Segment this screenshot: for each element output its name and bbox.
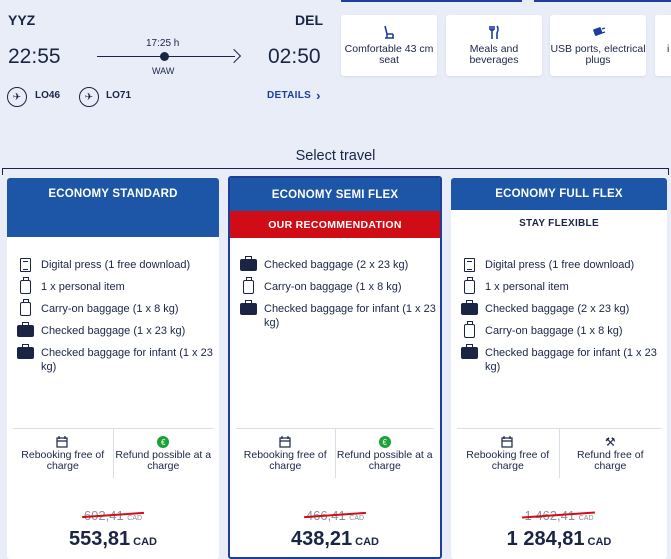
route-arrow-icon — [226, 48, 242, 64]
meals-icon — [488, 25, 500, 41]
old-price: 602,41 CAD — [7, 508, 219, 523]
list-item: Checked baggage for infant (1 x 23 kg) — [230, 300, 440, 330]
list-item: Carry-on baggage (1 x 8 kg) — [451, 321, 667, 338]
fare-price: 438,21 CAD — [290, 528, 379, 550]
fare-price: 553,81 CAD — [68, 528, 157, 550]
fare-price: 1 284,81 CAD — [506, 528, 612, 550]
details-label: DETAILS — [267, 90, 312, 101]
carry-on-icon — [463, 321, 475, 338]
checked-baggage-icon — [16, 322, 34, 337]
amenity-label: Comfortable 43 cm seat — [344, 43, 434, 66]
euro-icon: € — [157, 436, 170, 448]
carry-on-icon — [242, 277, 254, 294]
calendar-icon — [56, 434, 69, 450]
digital-press-icon — [19, 258, 31, 272]
calendar-icon — [501, 434, 514, 450]
infant-baggage-icon — [239, 300, 257, 315]
fare-card-economy-standard[interactable]: ECONOMY STANDARD Digital press (1 free d… — [7, 178, 219, 559]
fare-name: ECONOMY FULL FLEX — [451, 178, 667, 210]
personal-item-icon — [19, 277, 31, 294]
refund-condition: € Refund possible at a charge — [334, 429, 435, 478]
fare-card-economy-semi-flex[interactable]: ECONOMY SEMI FLEX OUR RECOMMENDATION Che… — [228, 176, 442, 559]
airline-logo-icon: ✈ — [79, 87, 99, 107]
fare-conditions: Rebooking free of charge € Refund possib… — [13, 428, 213, 478]
tab-indicator-right — [534, 0, 671, 2]
tab-indicator-left — [341, 0, 522, 2]
list-item: Checked baggage (2 x 23 kg) — [230, 256, 440, 272]
euro-icon: € — [378, 436, 391, 448]
amenity-meals: Meals and beverages — [446, 15, 542, 76]
carry-on-icon — [19, 299, 31, 316]
feature-list: Digital press (1 free download) 1 x pers… — [451, 258, 667, 382]
fare-card-economy-full-flex[interactable]: ECONOMY FULL FLEX STAY FLEXIBLE Digital … — [451, 178, 667, 559]
rebooking-condition: Rebooking free of charge — [236, 429, 335, 478]
list-item: 1 x personal item — [7, 277, 219, 294]
destination-code: DEL — [295, 12, 323, 28]
chevron-right-icon: › — [316, 87, 321, 103]
list-item: Carry-on baggage (1 x 8 kg) — [7, 299, 219, 316]
fare-conditions: Rebooking free of charge ⚒ Refund free o… — [457, 428, 661, 478]
old-price: 1 462,41 CAD — [451, 508, 667, 523]
refund-condition: € Refund possible at a charge — [112, 429, 214, 478]
segment-number: LO71 — [106, 90, 132, 101]
depart-time: 22:55 — [8, 45, 61, 68]
refund-condition: ⚒ Refund free of charge — [558, 429, 662, 478]
origin-code: YYZ — [8, 12, 36, 28]
list-item: Digital press (1 free download) — [7, 258, 219, 272]
list-item: Digital press (1 free download) — [451, 258, 667, 272]
gavel-icon: ⚒ — [604, 434, 616, 449]
checked-baggage-icon — [460, 300, 478, 315]
amenity-label: i — [667, 43, 670, 55]
fare-name: ECONOMY STANDARD — [7, 178, 219, 210]
fare-subtitle — [7, 210, 219, 237]
list-item: Carry-on baggage (1 x 8 kg) — [230, 277, 440, 294]
list-item: Checked baggage for infant (1 x 23 kg) — [7, 344, 219, 374]
recommendation-badge: OUR RECOMMENDATION — [230, 211, 440, 238]
stopover-code: WAW — [152, 66, 175, 76]
list-item: Checked baggage for infant (1 x 23 kg) — [451, 344, 667, 374]
old-price: 466,41 CAD — [230, 508, 440, 523]
feature-list: Checked baggage (2 x 23 kg) Carry-on bag… — [230, 256, 440, 338]
seat-icon — [383, 25, 395, 41]
rebooking-condition: Rebooking free of charge — [457, 429, 559, 478]
fare-name: ECONOMY SEMI FLEX — [230, 178, 440, 211]
segment-number: LO46 — [35, 90, 61, 101]
select-travel-heading: Select travel — [295, 148, 376, 164]
list-item: 1 x personal item — [451, 277, 667, 294]
infant-baggage-icon — [460, 344, 478, 359]
rebooking-condition: Rebooking free of charge — [13, 429, 113, 478]
digital-press-icon — [463, 258, 475, 272]
infant-baggage-icon — [16, 344, 34, 359]
amenity-usb: USB ports, electrical plugs — [550, 15, 646, 76]
stopover-dot — [160, 52, 169, 61]
usb-icon — [590, 25, 606, 41]
details-link[interactable]: DETAILS › — [267, 87, 321, 103]
fare-subtitle: STAY FLEXIBLE — [451, 210, 667, 237]
checked-baggage-icon — [239, 256, 257, 271]
list-item: Checked baggage (2 x 23 kg) — [451, 300, 667, 316]
airline-logo-icon: ✈ — [7, 87, 27, 107]
section-divider — [2, 168, 669, 169]
list-item: Checked baggage (1 x 23 kg) — [7, 322, 219, 338]
fare-conditions: Rebooking free of charge € Refund possib… — [236, 428, 434, 478]
amenity-seat: Comfortable 43 cm seat — [341, 15, 437, 76]
flight-duration: 17:25 h — [146, 38, 180, 49]
amenity-label: Meals and beverages — [469, 43, 519, 66]
calendar-icon — [279, 434, 292, 450]
arrive-time: 02:50 — [268, 45, 321, 68]
amenity-label: USB ports, electrical plugs — [550, 43, 646, 66]
feature-list: Digital press (1 free download) 1 x pers… — [7, 258, 219, 382]
personal-item-icon — [463, 277, 475, 294]
amenity-partial: i — [655, 15, 671, 76]
